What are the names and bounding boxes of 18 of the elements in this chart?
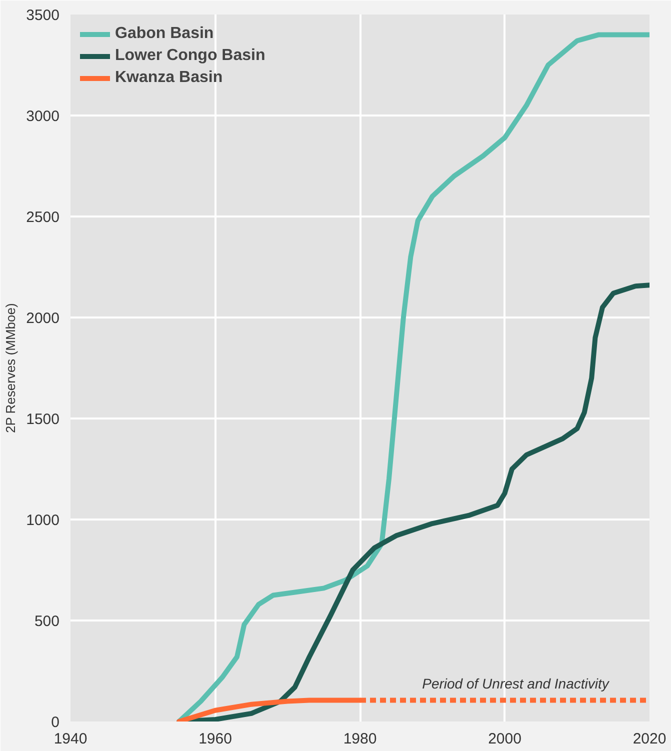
x-tick-label: 1980 <box>343 730 377 748</box>
legend-label: Gabon Basin <box>115 25 214 43</box>
x-tick-label: 1940 <box>54 730 88 748</box>
x-tick-label: 2020 <box>632 730 666 748</box>
legend-label: Kwanza Basin <box>115 69 223 87</box>
y-tick-label: 1500 <box>26 411 60 428</box>
x-tick-label: 1960 <box>198 730 232 748</box>
y-axis-title: 2P Reserves (MMboe) <box>3 303 18 434</box>
y-tick-label: 2000 <box>26 310 60 327</box>
x-tick-label: 2000 <box>488 730 522 748</box>
legend-label: Lower Congo Basin <box>115 47 266 65</box>
y-tick-label: 3500 <box>26 7 60 24</box>
y-tick-label: 0 <box>51 714 60 731</box>
y-tick-label: 1000 <box>26 512 60 529</box>
y-tick-label: 3000 <box>26 108 60 125</box>
annotation: Period of Unrest and Inactivity <box>422 676 610 692</box>
y-tick-label: 2500 <box>26 209 60 226</box>
y-tick-label: 500 <box>34 613 60 630</box>
